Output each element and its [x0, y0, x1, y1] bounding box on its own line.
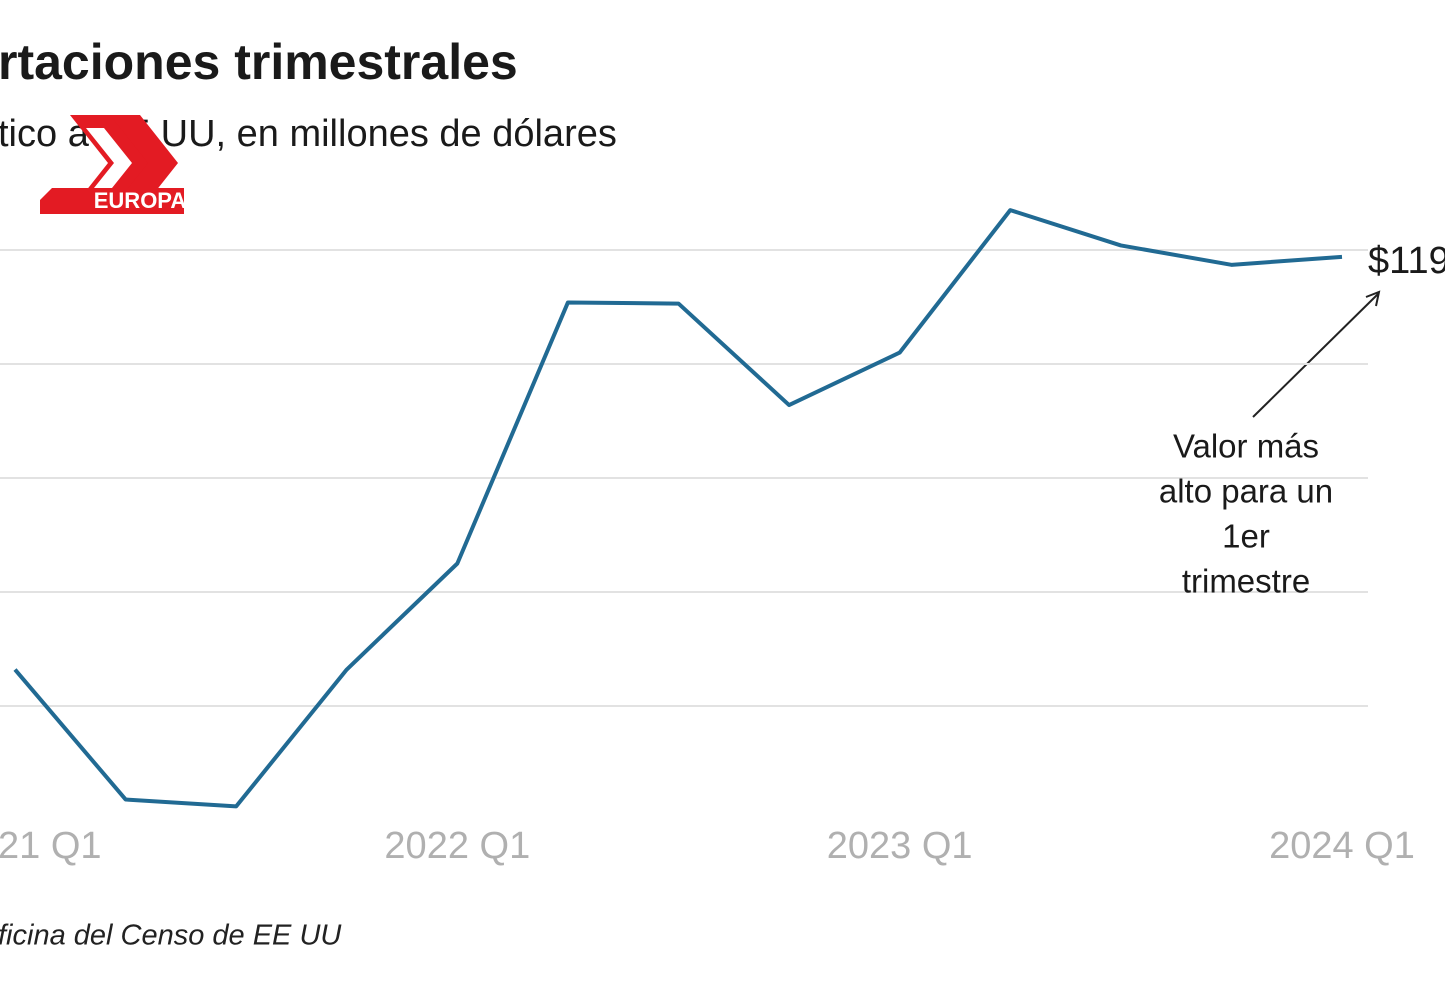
logo: EUROPA: [40, 115, 186, 214]
line: [13, 208, 1343, 809]
logo-text: EUROPA: [94, 188, 187, 213]
source: ficina del Censo de EE UU: [0, 920, 342, 952]
logo-chevron: [86, 128, 132, 198]
x-tick-label: 2022 Q1: [384, 825, 530, 867]
annotation: 1er: [1222, 518, 1270, 555]
value-label: $119: [1368, 240, 1445, 282]
x-tick-label: 2023 Q1: [827, 825, 973, 867]
annotation: trimestre: [1182, 563, 1310, 600]
x-tick-label: 21 Q1: [0, 825, 102, 867]
chart-title: rtaciones trimestrales: [0, 34, 518, 90]
annotation: alto para un: [1159, 473, 1333, 510]
logo-band: [40, 188, 184, 214]
annotation: Valor más: [1173, 428, 1319, 465]
annotation-arrowhead: [1365, 290, 1381, 307]
annotation-arrow: [1252, 293, 1379, 418]
x-tick-label: 2024 Q1: [1269, 825, 1415, 867]
